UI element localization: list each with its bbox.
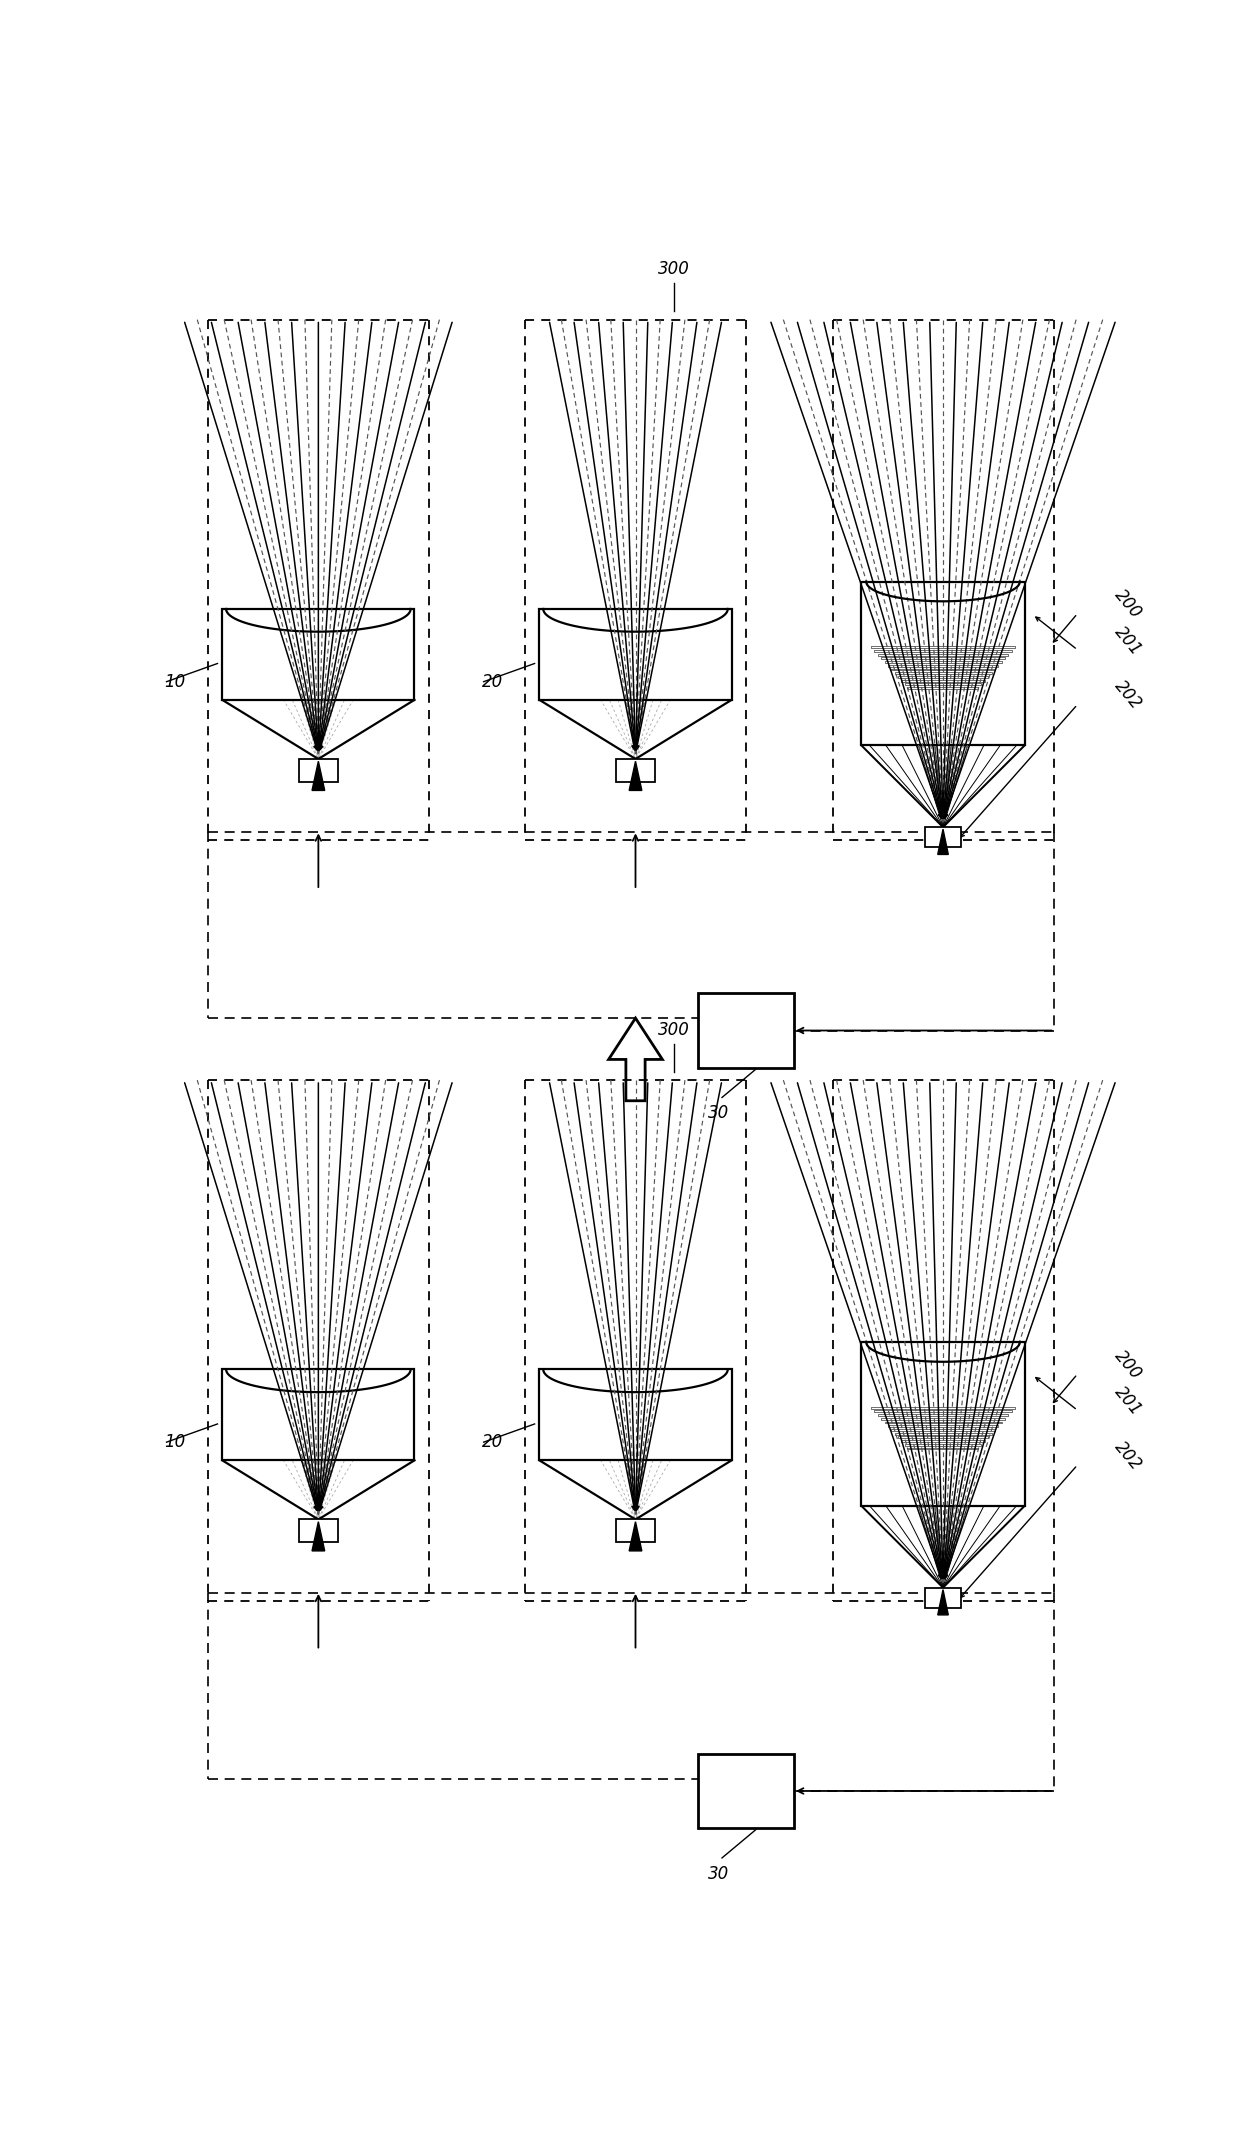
Text: 201: 201 [1111, 623, 1146, 659]
Polygon shape [312, 1522, 325, 1550]
Bar [539, 1370, 732, 1460]
Text: 300: 300 [658, 1020, 689, 1039]
Text: 10: 10 [165, 672, 186, 691]
Bar [539, 610, 732, 700]
Text: 200: 200 [1111, 586, 1146, 623]
Bar [925, 827, 961, 848]
Text: 300: 300 [658, 260, 689, 279]
Bar [299, 760, 337, 782]
Bar [698, 1754, 794, 1829]
Text: 20: 20 [481, 1434, 503, 1451]
Text: 202: 202 [1111, 1438, 1146, 1473]
Bar [925, 1587, 961, 1608]
Bar [222, 610, 414, 700]
Text: 20: 20 [481, 672, 503, 691]
Bar [299, 1520, 337, 1542]
Bar [616, 760, 655, 782]
Text: 201: 201 [1111, 1383, 1146, 1419]
Text: 30: 30 [708, 1864, 729, 1883]
Bar [862, 582, 1024, 745]
Polygon shape [312, 762, 325, 790]
Text: 30: 30 [708, 1104, 729, 1123]
Polygon shape [629, 762, 642, 790]
Text: 10: 10 [165, 1434, 186, 1451]
Bar [616, 1520, 655, 1542]
Text: 200: 200 [1111, 1346, 1146, 1383]
Bar [222, 1370, 414, 1460]
Polygon shape [937, 829, 949, 855]
Bar [698, 994, 794, 1067]
Polygon shape [629, 1522, 642, 1550]
Polygon shape [937, 1589, 949, 1615]
Bar [862, 1342, 1024, 1505]
Text: 202: 202 [1111, 676, 1146, 713]
